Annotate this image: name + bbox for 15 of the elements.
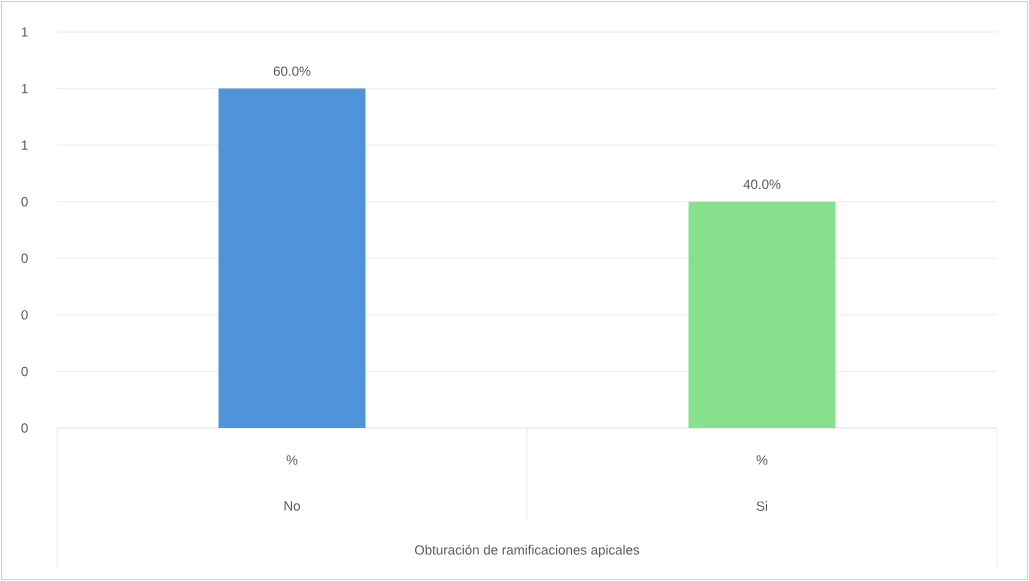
y-tick-label: 1 <box>21 140 28 150</box>
data-label: 40.0% <box>743 179 781 189</box>
y-tick-label: 1 <box>21 83 28 94</box>
x-tick-label: Si <box>756 501 768 511</box>
text: % <box>286 455 298 465</box>
y-tick-label: 0 <box>21 253 28 263</box>
y-tick-label: 0 <box>21 366 28 377</box>
y-tick-label: 0 <box>21 310 28 320</box>
y-tick-label: 0 <box>21 423 28 433</box>
text: % <box>756 455 768 465</box>
y-tick-label: 0 <box>21 197 28 207</box>
data-label: 60.0% <box>273 66 311 76</box>
x-axis-title: Obturación de ramificaciones apicales <box>414 544 640 558</box>
x-tick-label: No <box>284 501 300 511</box>
y-tick-label: 1 <box>21 27 28 37</box>
